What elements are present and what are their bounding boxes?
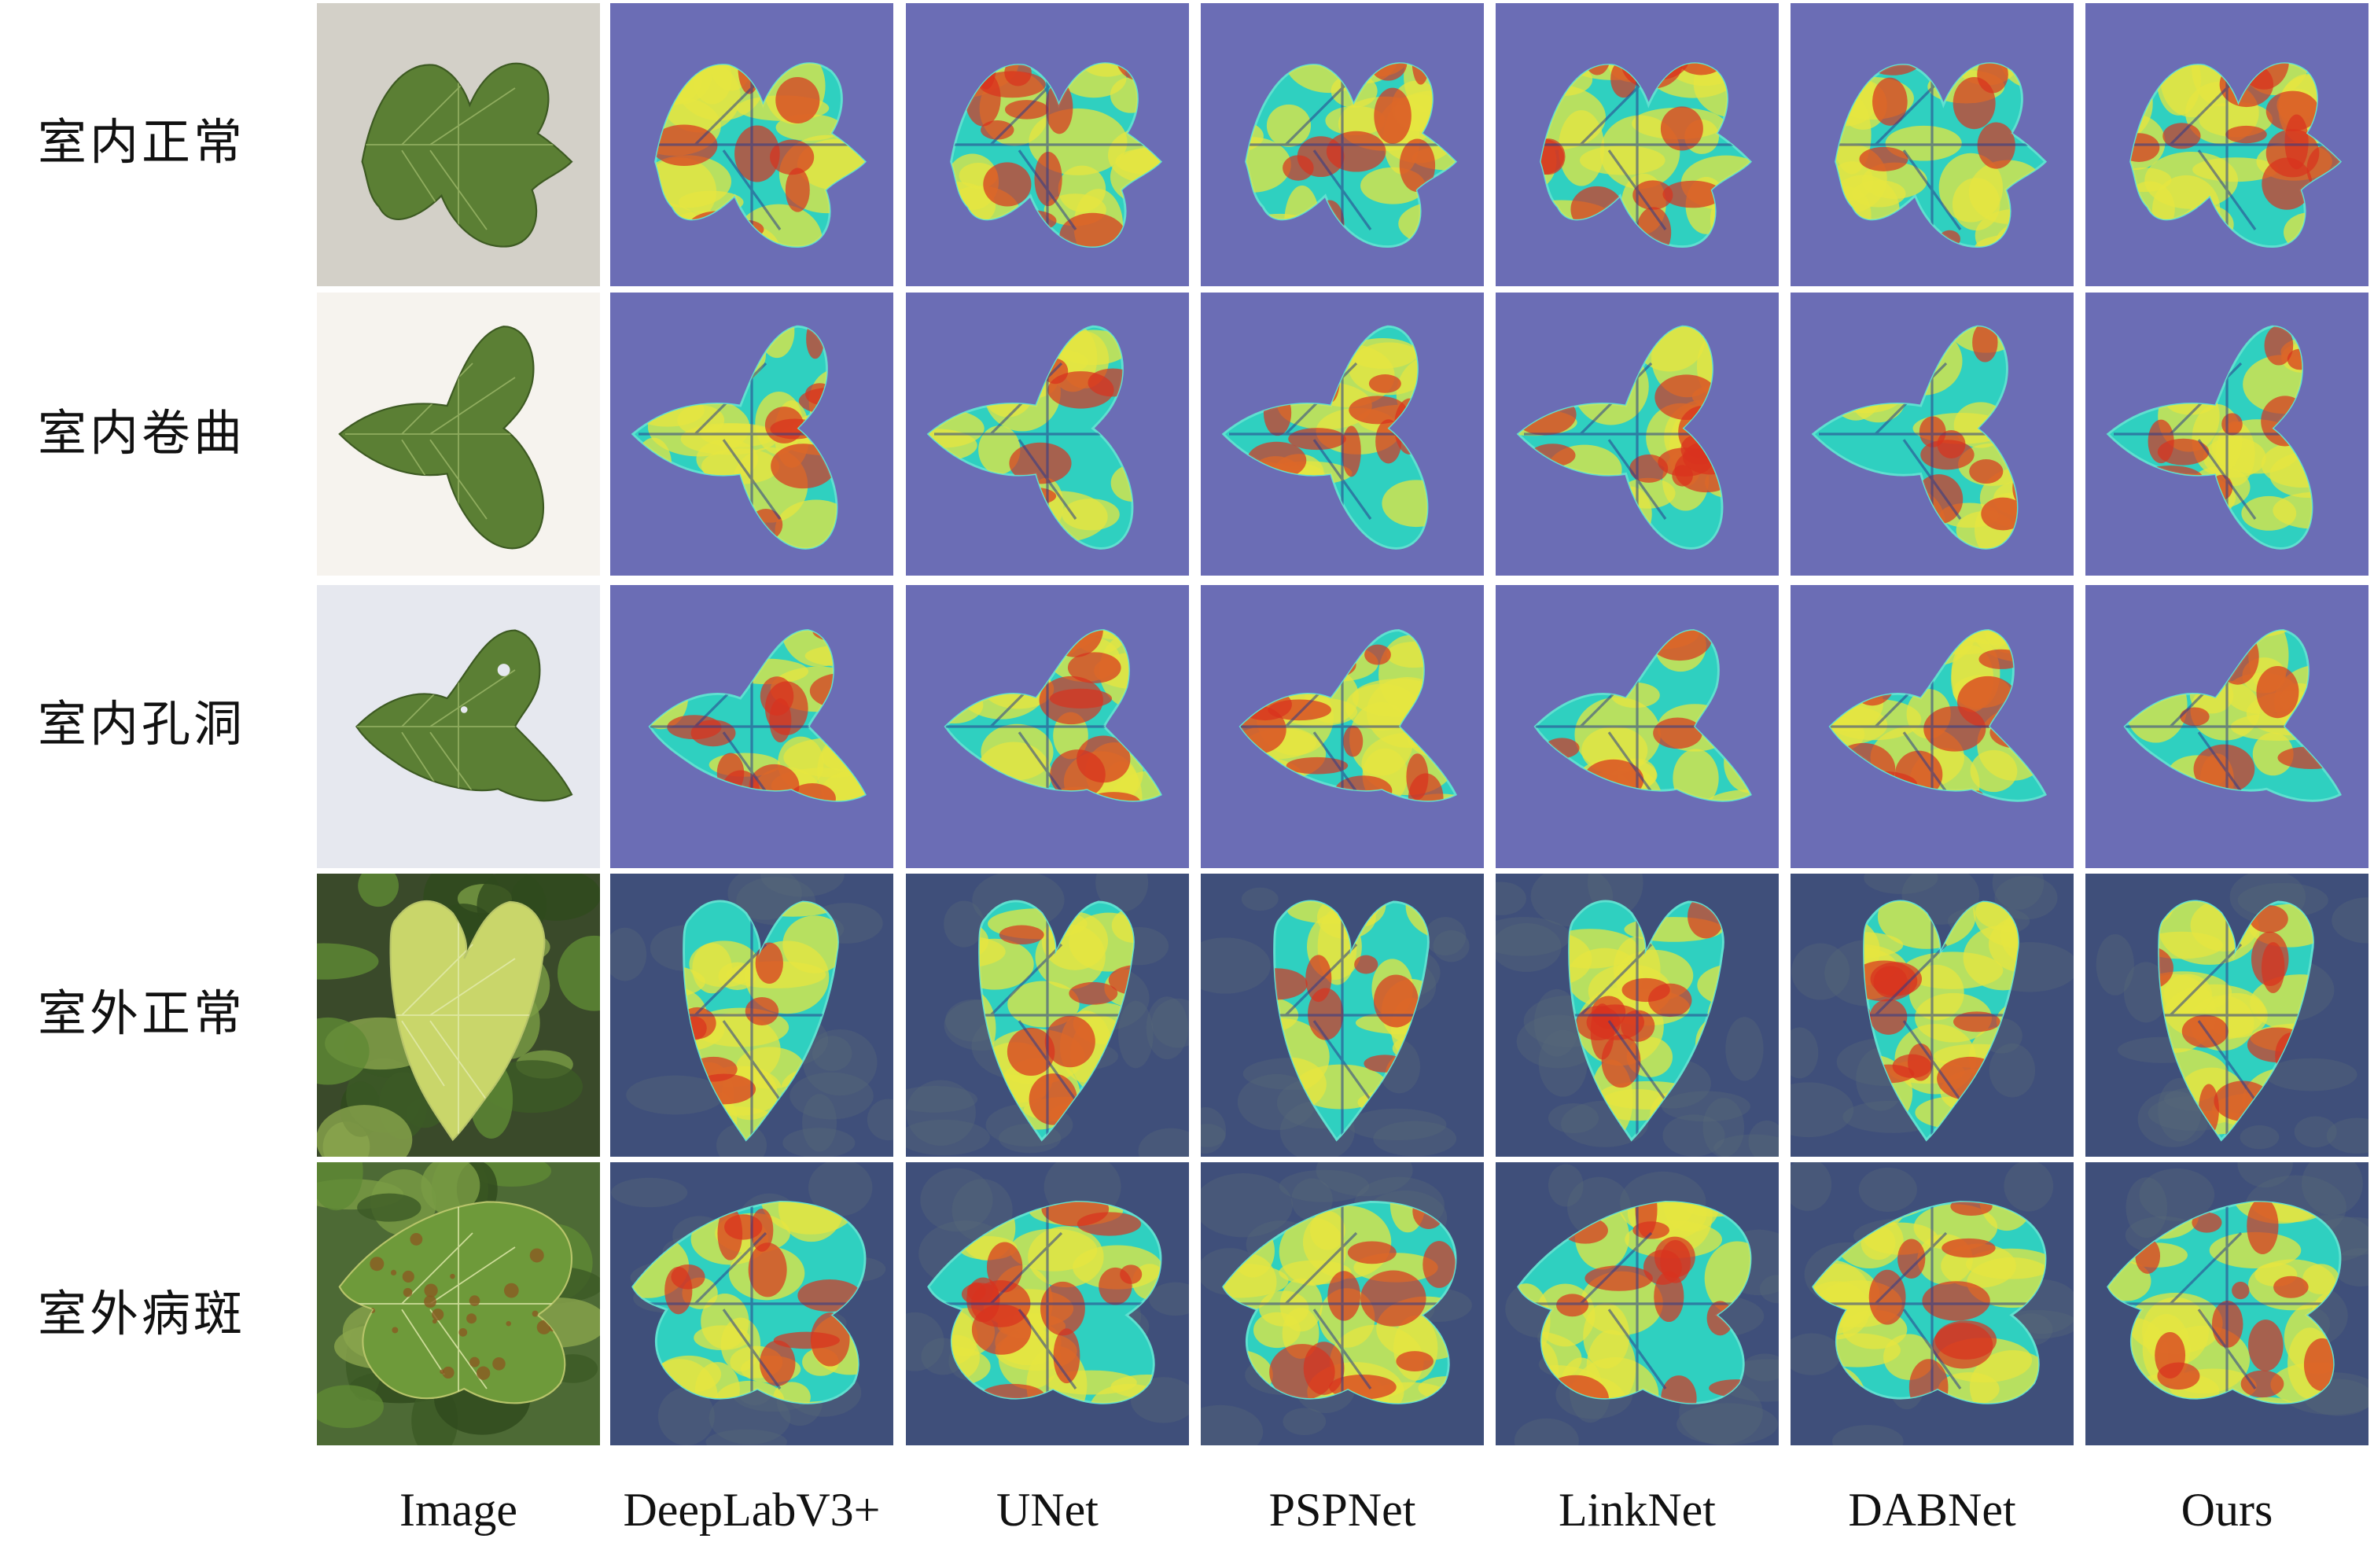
row-label: 室内卷曲: [37, 404, 245, 462]
heatmap-cell: [906, 293, 1189, 576]
heatmap-cell: [1791, 3, 2074, 286]
heatmap-cell: [1791, 585, 2074, 868]
heatmap-cell: [1496, 1162, 1779, 1445]
heatmap-cell: [1201, 874, 1484, 1157]
heatmap-cell: [610, 293, 893, 576]
row-label: 室外病斑: [37, 1285, 245, 1342]
heatmap-cell: [2085, 1162, 2368, 1445]
column-label: DeepLabV3+: [623, 1484, 881, 1536]
heatmap-cell: [1201, 3, 1484, 286]
heatmap-cell: [1791, 293, 2074, 576]
row-label: 室外正常: [37, 985, 245, 1042]
column-label: UNet: [996, 1484, 1099, 1536]
heatmap-cell: [610, 874, 893, 1157]
heatmap-cell: [610, 1162, 893, 1445]
heatmap-cell: [1496, 585, 1779, 868]
heatmap-cell: [1201, 293, 1484, 576]
heatmap-cell: [2085, 874, 2368, 1157]
row-label: 室内孔洞: [37, 695, 245, 753]
column-label: LinkNet: [1559, 1484, 1716, 1536]
heatmap-cell: [906, 585, 1189, 868]
column-label: Image: [399, 1484, 517, 1536]
heatmap-cell: [1201, 1162, 1484, 1445]
heatmap-cell: [2085, 585, 2368, 868]
heatmap-cell: [906, 1162, 1189, 1445]
heatmap-cell: [1791, 874, 2074, 1157]
heatmap-cell: [2085, 3, 2368, 286]
heatmap-cell: [1496, 3, 1779, 286]
heatmap-cell: [1496, 293, 1779, 576]
input-image-cell: [317, 874, 600, 1157]
row-label: 室内正常: [37, 113, 245, 171]
column-label: Ours: [2181, 1484, 2273, 1536]
heatmap-cell: [1791, 1162, 2074, 1445]
input-image-cell: [317, 1162, 600, 1445]
heatmap-cell: [1496, 874, 1779, 1157]
input-image-cell: [317, 293, 600, 576]
input-image-cell: [317, 585, 600, 868]
heatmap-cell: [2085, 293, 2368, 576]
heatmap-cell: [1201, 585, 1484, 868]
input-image-cell: [317, 3, 600, 286]
column-label: DABNet: [1848, 1484, 2016, 1536]
heatmap-cell: [610, 585, 893, 868]
heatmap-cell: [906, 874, 1189, 1157]
heatmap-cell: [906, 3, 1189, 286]
heatmap-cell: [610, 3, 893, 286]
column-label: PSPNet: [1268, 1484, 1416, 1536]
